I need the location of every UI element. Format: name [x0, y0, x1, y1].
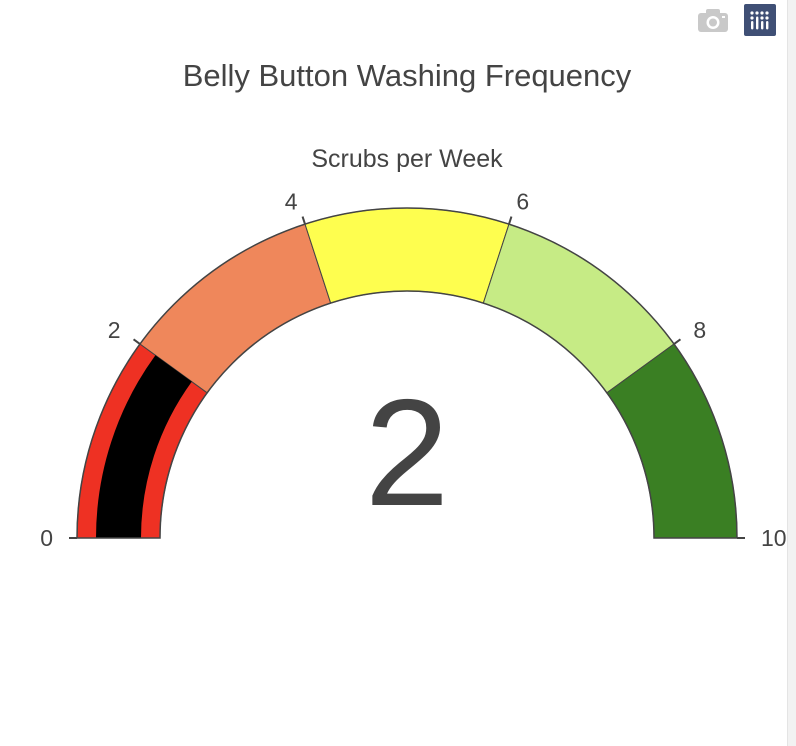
gauge-tick-label-6: 6 — [516, 188, 529, 214]
modebar — [696, 4, 776, 41]
gauge-tick-mark-6 — [508, 216, 513, 225]
gauge-tick-label-8: 8 — [693, 317, 706, 343]
download-plot-button[interactable] — [696, 7, 730, 38]
gauge-tick-label-2: 2 — [108, 317, 121, 343]
gauge-step-2 — [304, 207, 510, 304]
gauge-ticks: 0 2 4 6 8 10 — [40, 188, 786, 551]
gauge-tick-label-4: 4 — [285, 188, 298, 214]
gauge-bar-group — [96, 355, 192, 538]
gauge-value-bar — [96, 355, 192, 538]
gauge-outline — [76, 207, 738, 539]
gauge-tick-mark-2 — [132, 338, 141, 345]
plotly-logo-button[interactable] — [744, 4, 776, 41]
gauge-tick-mark-8 — [673, 338, 682, 345]
vertical-scrollbar[interactable] — [787, 0, 796, 746]
camera-icon — [698, 9, 728, 32]
chart-subtitle: Scrubs per Week — [311, 145, 503, 173]
gauge-tick-label-0: 0 — [40, 525, 53, 551]
gauge-tick-mark-4 — [301, 216, 306, 225]
gauge-value: 2 — [365, 368, 450, 538]
gauge-tick-label-10: 10 — [761, 525, 787, 551]
chart-title: Belly Button Washing Frequency — [183, 58, 632, 93]
plotly-logo-icon — [744, 4, 776, 36]
